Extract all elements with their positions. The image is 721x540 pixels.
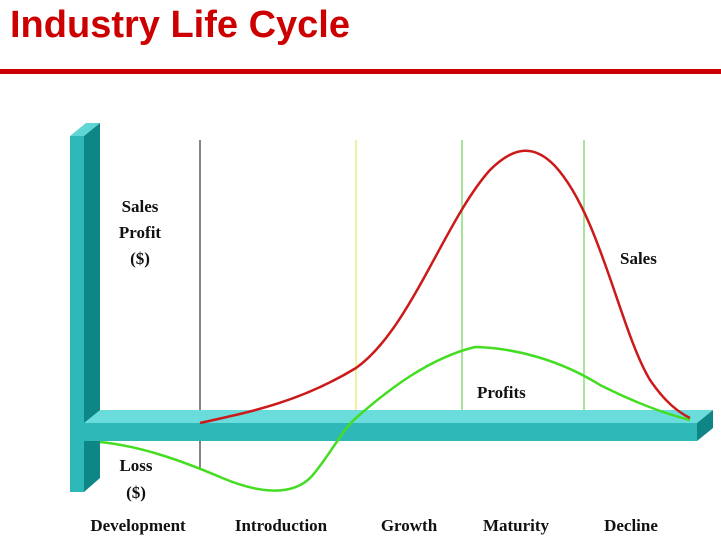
stage-introduction: Introduction xyxy=(235,516,328,535)
sales-curve xyxy=(199,149,691,425)
y-axis-label-sales: Sales xyxy=(122,197,159,216)
stage-maturity: Maturity xyxy=(483,516,550,535)
vertical-axis xyxy=(70,136,84,492)
loss-label: Loss xyxy=(119,456,152,475)
vertical-axis-side xyxy=(84,123,100,492)
sales-curve-label: Sales xyxy=(620,249,657,268)
y-axis-label-unit: ($) xyxy=(130,249,150,268)
horizontal-axis xyxy=(84,423,697,441)
page-title: Industry Life Cycle xyxy=(10,4,350,46)
profits-curve-label: Profits xyxy=(477,383,526,402)
vertical-axis-top xyxy=(70,123,100,136)
stage-development: Development xyxy=(90,516,186,535)
loss-label-unit: ($) xyxy=(126,483,146,502)
profits-curve xyxy=(99,345,691,492)
stage-growth: Growth xyxy=(381,516,438,535)
stage-decline: Decline xyxy=(604,516,658,535)
horizontal-axis-end xyxy=(697,410,713,441)
horizontal-axis-top xyxy=(84,410,713,423)
y-axis-label-profit: Profit xyxy=(119,223,162,242)
title-divider xyxy=(0,69,721,74)
